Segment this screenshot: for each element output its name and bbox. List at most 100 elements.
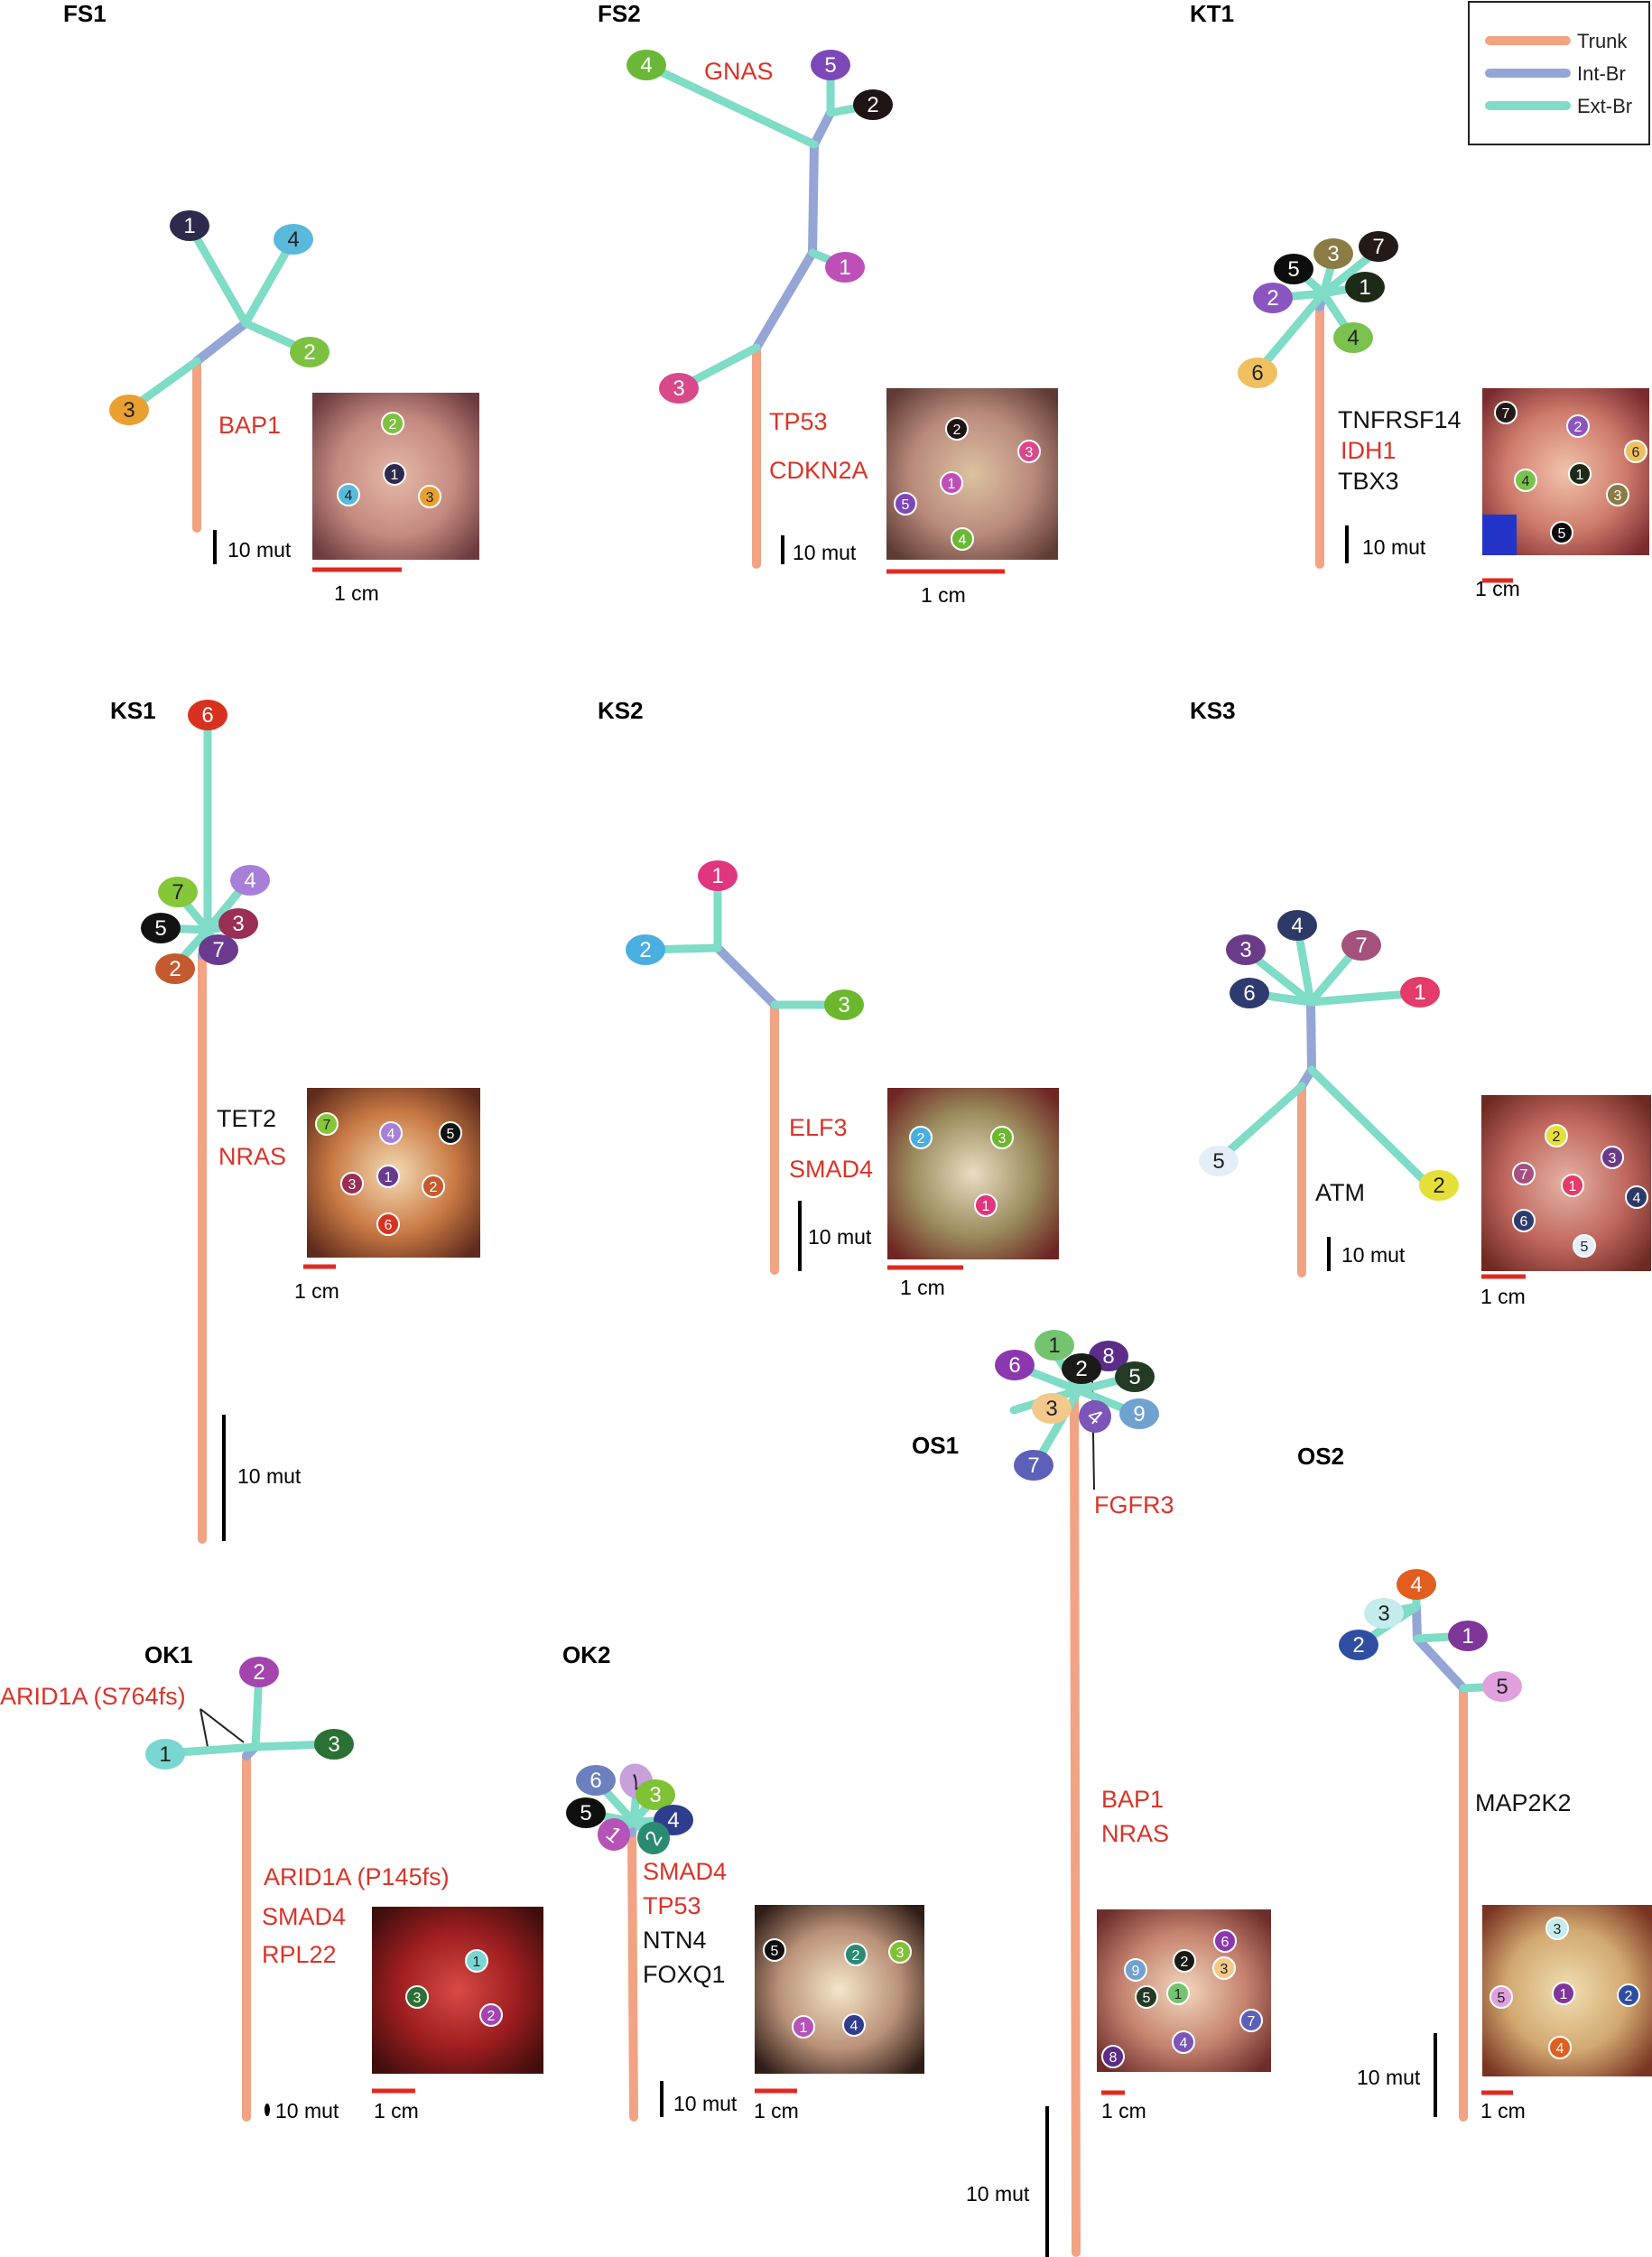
panel-title-ks2: KS2 (598, 697, 644, 724)
photo-marker-4: 4 (1514, 469, 1537, 492)
photo-marker-4: 4 (842, 2013, 866, 2037)
photo-marker-label: 4 (1633, 1191, 1641, 1206)
region-node-1: 1 (825, 252, 865, 283)
region-node-3: 3 (1313, 238, 1353, 269)
region-node-1: 1 (1345, 272, 1385, 302)
photo-marker-label: 6 (1520, 1214, 1528, 1230)
region-node-shape (109, 395, 149, 425)
region-node-shape (141, 913, 181, 943)
region-node-label: 2 (253, 1660, 265, 1685)
region-node-shape (566, 1797, 606, 1828)
region-node-label: 3 (649, 1783, 661, 1807)
region-node-1: 1 (170, 210, 209, 241)
scale-cm-label: 1 cm (921, 583, 966, 607)
photo-marker-dot (1561, 1174, 1584, 1197)
region-node-label: 6 (589, 1769, 601, 1793)
gene-label: ATM (1315, 1179, 1365, 1206)
photo-marker-dot (405, 1985, 429, 2009)
photo-marker-dot (337, 483, 360, 506)
region-node-label: 3 (232, 912, 244, 936)
external-branch (1307, 1065, 1434, 1190)
region-node-4: 4 (1397, 1569, 1436, 1600)
photo-marker-1: 1 (1166, 1982, 1190, 2005)
gene-label: TNFRSF14 (1338, 406, 1462, 433)
photo-marker-dot (1135, 1985, 1158, 2009)
photo-marker-label: 2 (852, 1948, 860, 1964)
region-node-3: 3 (109, 395, 149, 425)
photo-marker-label: 8 (1109, 2050, 1118, 2066)
photo-marker-dot (945, 417, 969, 441)
region-node-6: 6 (188, 700, 227, 730)
photo-marker-4: 4 (951, 527, 974, 551)
photo-marker-dot (888, 1940, 912, 1964)
tumor-photo (886, 388, 1058, 560)
external-branch (185, 221, 250, 328)
region-node-label: 7 (212, 938, 224, 962)
region-node-shape (239, 1657, 279, 1687)
photo-marker-dot (1490, 1985, 1513, 2009)
region-node-4: 4 (230, 865, 270, 896)
gene-label: BAP1 (1101, 1786, 1164, 1813)
legend: Trunk Int-Br Ext-Br (1468, 1, 1650, 145)
region-node-5: 5 (141, 913, 181, 943)
region-node-shape (824, 989, 864, 1020)
photo-marker-dot (1512, 1209, 1536, 1232)
photo-marker-label: 3 (426, 490, 434, 506)
region-node-6: 6 (995, 1350, 1035, 1380)
photo-marker-1: 1 (974, 1194, 998, 1217)
region-node-3: 3 (824, 989, 864, 1020)
scale-cm-label: 1 cm (374, 2099, 419, 2122)
gene-label: MAP2K2 (1475, 1789, 1572, 1816)
scale-mut-label: 10 mut (808, 1225, 872, 1249)
gene-label: TET2 (217, 1105, 276, 1132)
region-node-label: 1 (1462, 1624, 1473, 1649)
region-node-label: 5 (1287, 257, 1299, 282)
region-node-label: 3 (123, 398, 135, 423)
region-node-label: 5 (1496, 1675, 1508, 1699)
region-node-shape (1359, 231, 1398, 262)
photo-marker-label: 6 (1221, 1935, 1230, 1950)
photo-marker-dot (1606, 483, 1629, 506)
photo-marker-label: 7 (323, 1118, 331, 1133)
scale-cm-label: 1 cm (294, 1279, 339, 1303)
region-node-shape (1119, 1398, 1159, 1429)
photo-marker-label: 2 (389, 417, 397, 432)
photo-marker-label: 1 (473, 1955, 481, 1970)
photo-marker-2: 2 (381, 412, 404, 435)
region-node-1: 1 (598, 1818, 630, 1851)
region-node-label: 4 (287, 228, 299, 252)
photo-marker-label: 1 (385, 1170, 393, 1185)
photo-marker-dot (844, 1943, 868, 1966)
tumor-photo (372, 1907, 543, 2074)
region-node-label: 6 (1008, 1353, 1020, 1378)
photo-marker-label: 6 (385, 1218, 393, 1233)
region-node-label: 2 (1352, 1633, 1364, 1658)
photo-marker-5: 5 (439, 1121, 462, 1145)
photo-marker-5: 5 (1573, 1234, 1596, 1258)
region-node-label: 4 (244, 868, 255, 893)
photo-marker-dot (1617, 1983, 1640, 2007)
region-node-3: 3 (1226, 934, 1266, 965)
photo-marker-dot (340, 1172, 364, 1195)
region-node-4: 4 (274, 224, 313, 255)
region-node-shape (230, 865, 270, 896)
panel-title-fs2: FS2 (598, 0, 641, 27)
photo-marker-dot (792, 2015, 815, 2039)
region-node-label: 4 (1410, 1573, 1422, 1597)
region-node-label: 5 (580, 1801, 591, 1825)
gene-label: SMAD4 (789, 1156, 873, 1183)
scale-cm-label: 1 cm (1480, 1285, 1526, 1308)
photo-marker-1: 1 (465, 1949, 488, 1973)
region-node-shape (1079, 1400, 1111, 1433)
tumor-photo (887, 1088, 1059, 1259)
region-node-2: 2 (1339, 1630, 1378, 1660)
photo-marker-dot (940, 471, 963, 495)
region-node-shape (1341, 930, 1381, 961)
internal-branch (713, 943, 779, 1009)
photo-marker-5: 5 (763, 1938, 786, 1962)
gene-label: TP53 (643, 1892, 701, 1919)
region-node-label: 2 (867, 93, 878, 117)
photo-marker-dot (894, 492, 917, 515)
